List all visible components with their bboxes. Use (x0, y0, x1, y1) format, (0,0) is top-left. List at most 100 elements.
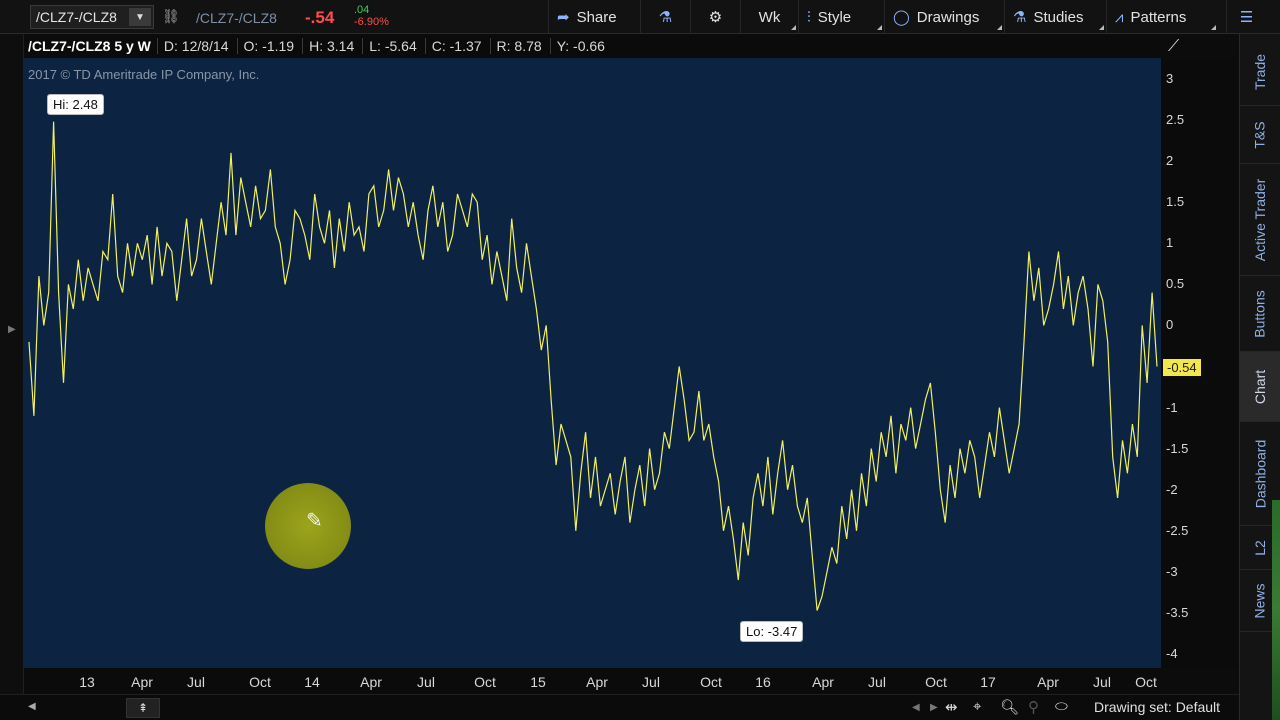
time-tick-label: Jul (642, 674, 660, 690)
last-price-badge: -0.54 (1163, 359, 1201, 376)
flask-button[interactable]: ⚗ (640, 0, 690, 34)
time-tick-label: Oct (474, 674, 496, 690)
price-tick-label: 2.5 (1166, 112, 1185, 128)
time-tick-label: 15 (530, 674, 546, 690)
hamburger-icon: ☰ (1239, 9, 1254, 26)
flask-icon: ⚗ (658, 9, 673, 26)
time-tick-label: 16 (755, 674, 771, 690)
chart-info-line: /CLZ7-/CLZ8 5 y W D: 12/8/14 O: -1.19 H:… (24, 34, 1160, 58)
price-tick-label: -3.5 (1166, 604, 1189, 620)
price-chart[interactable] (24, 58, 1161, 668)
info-high: H: 3.14 (309, 38, 364, 54)
expand-horizontal-icon[interactable]: ⇹ (945, 699, 958, 716)
dropdown-corner-icon (877, 25, 882, 30)
share-label: Share (576, 8, 617, 26)
pencil-icon: ✎ (306, 510, 323, 532)
period-button[interactable]: Wk (740, 0, 798, 34)
zoom-in-icon[interactable]: 🔍︎ (1000, 699, 1020, 716)
info-y: Y: -0.66 (556, 38, 605, 54)
tab-label: Buttons (1252, 289, 1269, 338)
share-icon: ➦ (557, 9, 570, 26)
collapse-left-icon[interactable]: ▶ (8, 324, 16, 335)
net-change: -.54 (305, 8, 335, 27)
price-tick-label: -2.5 (1166, 522, 1189, 538)
tab-label: Chart (1251, 369, 1268, 404)
price-line (28, 121, 1158, 611)
tab-time-and-sales[interactable]: T&S (1240, 106, 1280, 164)
menu-button[interactable]: ☰ (1226, 0, 1266, 34)
left-strip: ▶ (0, 34, 24, 720)
symbol-text[interactable]: /CLZ7-/CLZ8 (36, 9, 117, 25)
price-tick-label: -3 (1166, 563, 1178, 579)
tab-level2[interactable]: L2 (1240, 526, 1280, 570)
drawings-button[interactable]: ◯ Drawings (884, 0, 1004, 34)
tab-label: L2 (1251, 539, 1268, 556)
info-low: L: -5.64 (369, 38, 426, 54)
chart-area[interactable]: 2017 © TD Ameritrade IP Company, Inc. (24, 58, 1161, 668)
info-close: C: -1.37 (432, 38, 491, 54)
scroll-right-small-icon[interactable]: ▶ (930, 702, 938, 713)
dropdown-corner-icon (791, 25, 796, 30)
ellipse-icon[interactable]: ⬭ (1055, 698, 1068, 715)
link-icon[interactable]: ⛓ (162, 8, 180, 24)
zoom-out-icon[interactable]: ⚲ (1028, 699, 1039, 716)
time-tick-label: 14 (304, 674, 320, 690)
symbol-input[interactable]: /CLZ7-/CLZ8 ▼ (30, 5, 154, 29)
price-tick-label: 0 (1166, 317, 1174, 333)
expand-button[interactable]: ⇞ (126, 698, 160, 718)
tab-label: News (1251, 582, 1268, 619)
period-label: Wk (758, 8, 781, 26)
symbol-dropdown-icon[interactable]: ▼ (129, 8, 151, 26)
change-abs: .04 (354, 4, 370, 16)
time-tick-label: Apr (1037, 674, 1059, 690)
style-button[interactable]: ⫶ Style (798, 0, 884, 34)
tab-dashboard[interactable]: Dashboard (1240, 422, 1280, 526)
tab-news[interactable]: News (1240, 570, 1280, 632)
high-label: Hi: 2.48 (47, 94, 104, 115)
drawing-tool-icon[interactable]: ⟋ (1168, 38, 1180, 55)
scroll-left-icon[interactable]: ◀ (28, 701, 36, 712)
desktop-background-edge (1272, 500, 1280, 720)
info-open: O: -1.19 (244, 38, 304, 54)
studies-label: Studies (1033, 8, 1084, 26)
time-tick-label: Apr (360, 674, 382, 690)
change-pct: -6.90% (354, 16, 389, 28)
bottom-bar: ◀ ⇞ ◀ ▶ ⇹ ⌖ 🔍︎ ⚲ ⬭ Drawing set: Default (0, 694, 1240, 720)
price-tick-label: 0.5 (1166, 276, 1185, 292)
copyright-text: 2017 © TD Ameritrade IP Company, Inc. (28, 67, 260, 82)
price-tick-label: -1.5 (1166, 440, 1189, 456)
drawing-set-selector[interactable]: Drawing set: Default (1094, 699, 1221, 715)
share-button[interactable]: ➦ Share (548, 0, 640, 34)
crosshair-icon[interactable]: ⌖ (973, 698, 982, 715)
gear-icon: ⚙ (708, 9, 723, 26)
patterns-button[interactable]: ⩘ Patterns (1106, 0, 1218, 34)
dropdown-corner-icon (997, 25, 1002, 30)
flask-icon: ⚗ (1013, 9, 1027, 26)
cursor-highlight (265, 483, 351, 569)
time-tick-label: Apr (131, 674, 153, 690)
dropdown-corner-icon (1099, 25, 1104, 30)
drawings-label: Drawings (916, 8, 980, 26)
price-tick-label: -2 (1166, 481, 1178, 497)
time-axis[interactable]: 13 Apr Jul Oct 14 Apr Jul Oct 15 Apr Jul Oct 16 Apr Ju… (24, 668, 1161, 694)
tab-trade[interactable]: Trade (1240, 38, 1280, 106)
studies-button[interactable]: ⚗ Studies (1004, 0, 1106, 34)
price-tick-label: 3 (1166, 71, 1174, 86)
scroll-left-small-icon[interactable]: ◀ (912, 702, 920, 713)
change-detail: .04 -6.90% (354, 4, 389, 28)
tab-label: Dashboard (1252, 439, 1268, 508)
time-tick-label: Jul (1093, 674, 1111, 690)
chart-title[interactable]: /CLZ7-/CLZ8 5 y W (24, 38, 158, 54)
style-label: Style (817, 8, 852, 26)
tab-chart[interactable]: Chart (1240, 352, 1280, 422)
time-tick-label: Jul (417, 674, 435, 690)
price-tick-label: -1 (1166, 399, 1178, 415)
price-tick-label: -4 (1166, 646, 1178, 661)
time-tick-label: Oct (925, 674, 947, 690)
tab-buttons[interactable]: Buttons (1240, 276, 1280, 352)
settings-button[interactable]: ⚙ (690, 0, 740, 34)
time-tick-label: Jul (868, 674, 886, 690)
dropdown-corner-icon (1211, 25, 1216, 30)
tab-active-trader[interactable]: Active Trader (1240, 164, 1280, 276)
